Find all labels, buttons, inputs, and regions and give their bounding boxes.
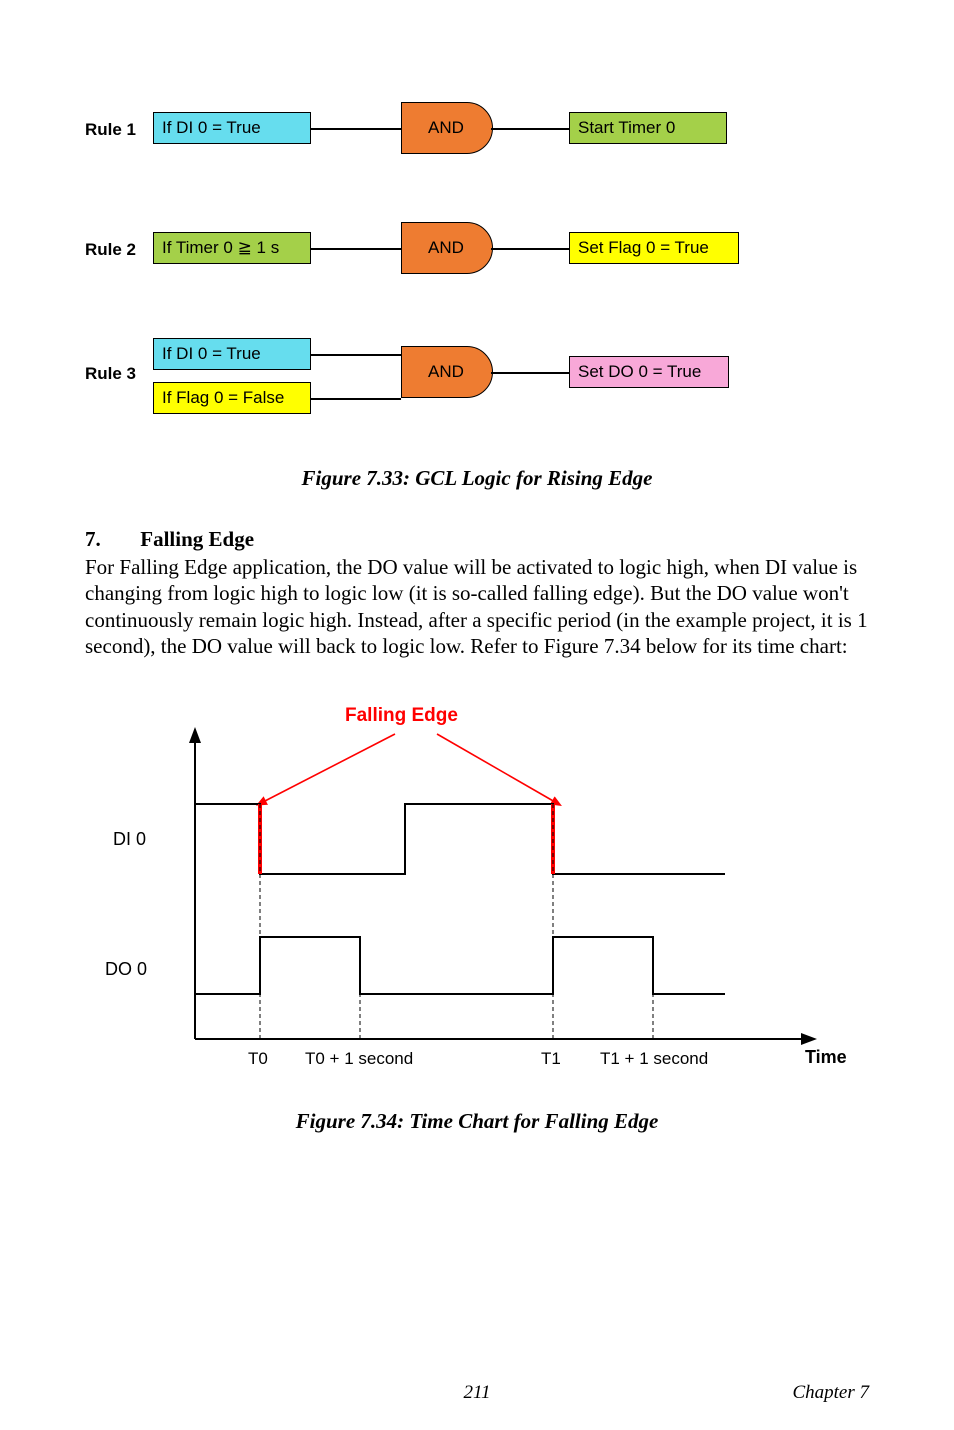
gate-label: AND xyxy=(401,102,491,154)
rule2-output-box: Set Flag 0 = True xyxy=(569,232,739,264)
time-chart-diagram: Falling Edge DI 0 DO 0 T0 T0 + 1 second … xyxy=(85,689,869,1109)
rule1-input-box: If DI 0 = True xyxy=(153,112,311,144)
connector xyxy=(311,354,401,356)
gate-label: AND xyxy=(401,346,491,398)
gcl-logic-diagram: Rule 1 If DI 0 = True AND Start Timer 0 … xyxy=(85,110,869,460)
connector xyxy=(311,398,401,400)
rule3-input1-box: If DI 0 = True xyxy=(153,338,311,370)
body-paragraph: For Falling Edge application, the DO val… xyxy=(85,554,869,659)
rule1-output-box: Start Timer 0 xyxy=(569,112,727,144)
rule-label: Rule 3 xyxy=(85,364,136,384)
rule-label: Rule 1 xyxy=(85,120,136,140)
connector xyxy=(491,372,569,374)
connector xyxy=(311,128,401,130)
rule3-input2-box: If Flag 0 = False xyxy=(153,382,311,414)
rule-label: Rule 2 xyxy=(85,240,136,260)
x-axis-tick: T1 + 1 second xyxy=(600,1049,708,1069)
figure-caption: Figure 7.33: GCL Logic for Rising Edge xyxy=(85,466,869,491)
connector xyxy=(311,248,401,250)
chapter-label: Chapter 7 xyxy=(792,1382,869,1404)
x-axis-label: Time xyxy=(805,1047,847,1068)
x-axis-tick: T0 + 1 second xyxy=(305,1049,413,1069)
and-gate: AND xyxy=(401,102,491,154)
section-title: Falling Edge xyxy=(140,527,254,551)
section-heading: 7. Falling Edge xyxy=(85,527,869,552)
and-gate: AND xyxy=(401,222,491,274)
rule3-output-box: Set DO 0 = True xyxy=(569,356,729,388)
connector xyxy=(491,128,569,130)
y-axis-label: DO 0 xyxy=(105,959,147,980)
x-axis-tick: T0 xyxy=(248,1049,268,1069)
x-axis-tick: T1 xyxy=(541,1049,561,1069)
y-axis-label: DI 0 xyxy=(113,829,146,850)
gate-label: AND xyxy=(401,222,491,274)
connector xyxy=(491,248,569,250)
rule2-input-box: If Timer 0 ≧ 1 s xyxy=(153,232,311,264)
falling-edge-title: Falling Edge xyxy=(345,705,458,727)
and-gate: AND xyxy=(401,346,491,398)
section-number: 7. xyxy=(85,527,135,552)
page-number: 211 xyxy=(85,1382,869,1404)
figure-caption: Figure 7.34: Time Chart for Falling Edge xyxy=(85,1109,869,1134)
